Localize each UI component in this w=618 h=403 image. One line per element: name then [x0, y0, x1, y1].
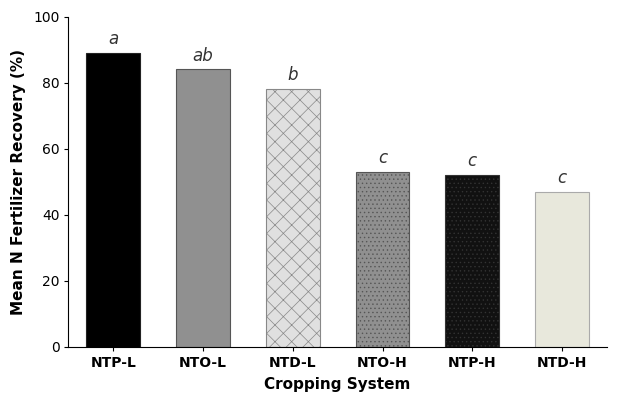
Text: c: c — [557, 169, 567, 187]
Text: c: c — [468, 152, 477, 170]
X-axis label: Cropping System: Cropping System — [265, 377, 411, 392]
Bar — [446, 175, 499, 347]
Text: b: b — [287, 66, 298, 84]
Text: ab: ab — [193, 46, 213, 64]
Y-axis label: Mean N Fertilizer Recovery (%): Mean N Fertilizer Recovery (%) — [11, 49, 26, 315]
Bar — [535, 192, 589, 347]
Bar — [176, 69, 230, 347]
Text: a: a — [108, 30, 119, 48]
Text: c: c — [378, 149, 387, 167]
Bar — [87, 53, 140, 347]
Bar — [266, 89, 320, 347]
Bar — [355, 172, 410, 347]
